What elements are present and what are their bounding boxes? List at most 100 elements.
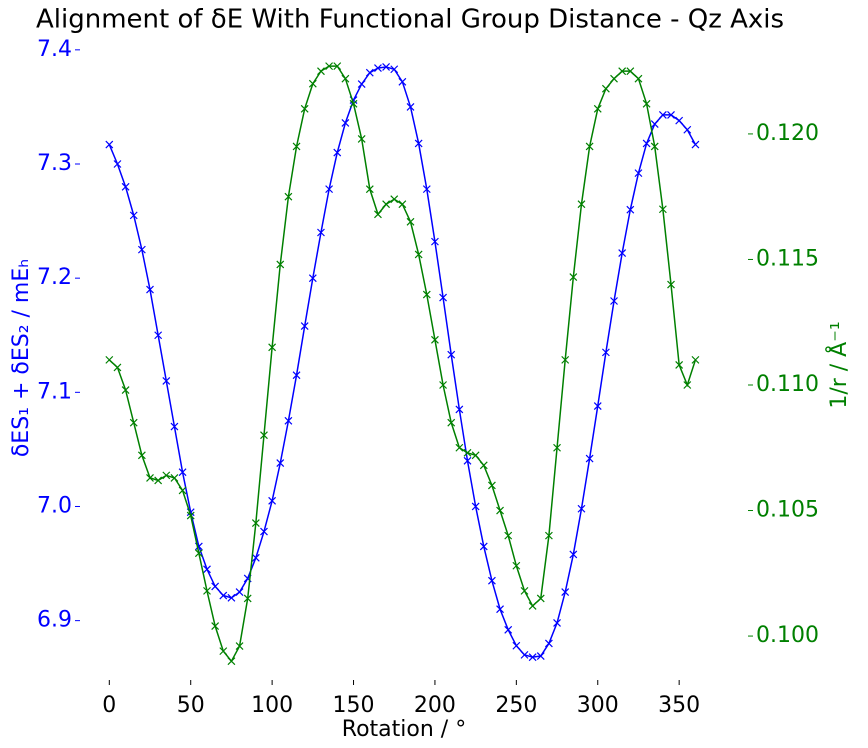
y-tick-label: 7.1 <box>37 379 72 404</box>
marker <box>154 331 163 340</box>
y-tick-label: 6.9 <box>37 608 72 633</box>
marker <box>374 64 382 73</box>
marker <box>121 386 130 394</box>
y2-axis-label: 1/r / Å⁻¹ <box>825 321 852 408</box>
marker <box>251 553 260 562</box>
marker <box>585 454 594 463</box>
marker <box>276 459 285 468</box>
marker <box>675 360 684 369</box>
marker <box>219 647 228 656</box>
x-tick-label: 100 <box>251 693 293 718</box>
marker <box>691 140 700 149</box>
marker <box>601 348 610 357</box>
x-tick-label: 350 <box>658 693 700 718</box>
marker <box>496 605 504 614</box>
marker <box>487 576 496 585</box>
marker <box>170 422 179 431</box>
marker <box>211 582 220 591</box>
marker <box>406 217 415 226</box>
y-tick-label: 7.2 <box>37 265 72 290</box>
marker <box>544 639 553 648</box>
marker <box>219 591 228 600</box>
marker <box>577 504 586 513</box>
marker <box>341 74 350 83</box>
marker <box>520 586 529 595</box>
marker <box>487 481 496 490</box>
marker <box>561 588 570 597</box>
marker <box>325 62 334 71</box>
marker <box>512 641 521 650</box>
y2-tick-label: 0.100 <box>756 623 819 648</box>
marker <box>317 67 325 76</box>
marker <box>300 322 309 331</box>
marker <box>520 650 529 659</box>
marker <box>390 65 399 74</box>
marker <box>357 80 366 89</box>
marker <box>658 110 667 119</box>
marker <box>137 245 146 254</box>
marker <box>365 68 374 77</box>
marker <box>626 205 635 214</box>
marker <box>227 593 236 602</box>
marker <box>317 228 325 237</box>
marker <box>471 451 480 460</box>
marker <box>626 67 635 76</box>
marker <box>284 416 293 425</box>
marker <box>276 260 285 269</box>
marker <box>194 549 203 558</box>
marker <box>243 594 252 603</box>
marker <box>675 116 684 125</box>
marker <box>260 527 268 536</box>
marker <box>439 381 447 389</box>
marker <box>105 355 114 364</box>
marker <box>569 550 578 559</box>
y2-tick-label: 0.105 <box>756 498 819 523</box>
marker <box>170 473 179 482</box>
marker <box>577 200 586 209</box>
marker <box>398 77 407 86</box>
marker <box>268 496 277 505</box>
marker <box>398 200 407 209</box>
marker <box>333 148 342 157</box>
marker <box>251 519 260 528</box>
marker <box>536 594 545 603</box>
marker <box>414 250 423 259</box>
marker <box>431 237 439 246</box>
marker <box>203 586 211 595</box>
marker <box>642 139 651 148</box>
y2-tick-label: 0.120 <box>756 121 819 146</box>
marker <box>235 588 244 597</box>
marker <box>146 285 154 294</box>
marker <box>235 642 244 651</box>
marker <box>593 402 602 410</box>
series-line <box>108 65 697 663</box>
marker <box>349 99 358 108</box>
marker <box>227 657 236 666</box>
marker <box>374 210 382 219</box>
marker <box>447 418 456 427</box>
marker <box>260 431 268 440</box>
marker <box>455 443 464 452</box>
marker <box>455 405 464 414</box>
marker <box>211 622 220 630</box>
marker <box>618 67 627 76</box>
marker <box>634 74 643 83</box>
marker <box>479 461 488 470</box>
marker <box>585 142 594 151</box>
marker <box>308 274 317 283</box>
marker <box>447 350 456 359</box>
marker <box>325 185 334 194</box>
marker <box>422 185 431 194</box>
marker <box>471 502 480 511</box>
marker <box>618 249 627 257</box>
marker <box>463 456 472 465</box>
marker <box>129 418 138 427</box>
marker <box>162 471 171 480</box>
marker <box>113 160 122 168</box>
marker <box>642 99 651 108</box>
marker <box>553 618 561 627</box>
marker <box>553 443 561 452</box>
marker <box>382 200 391 209</box>
marker <box>463 448 472 457</box>
marker <box>406 102 415 111</box>
